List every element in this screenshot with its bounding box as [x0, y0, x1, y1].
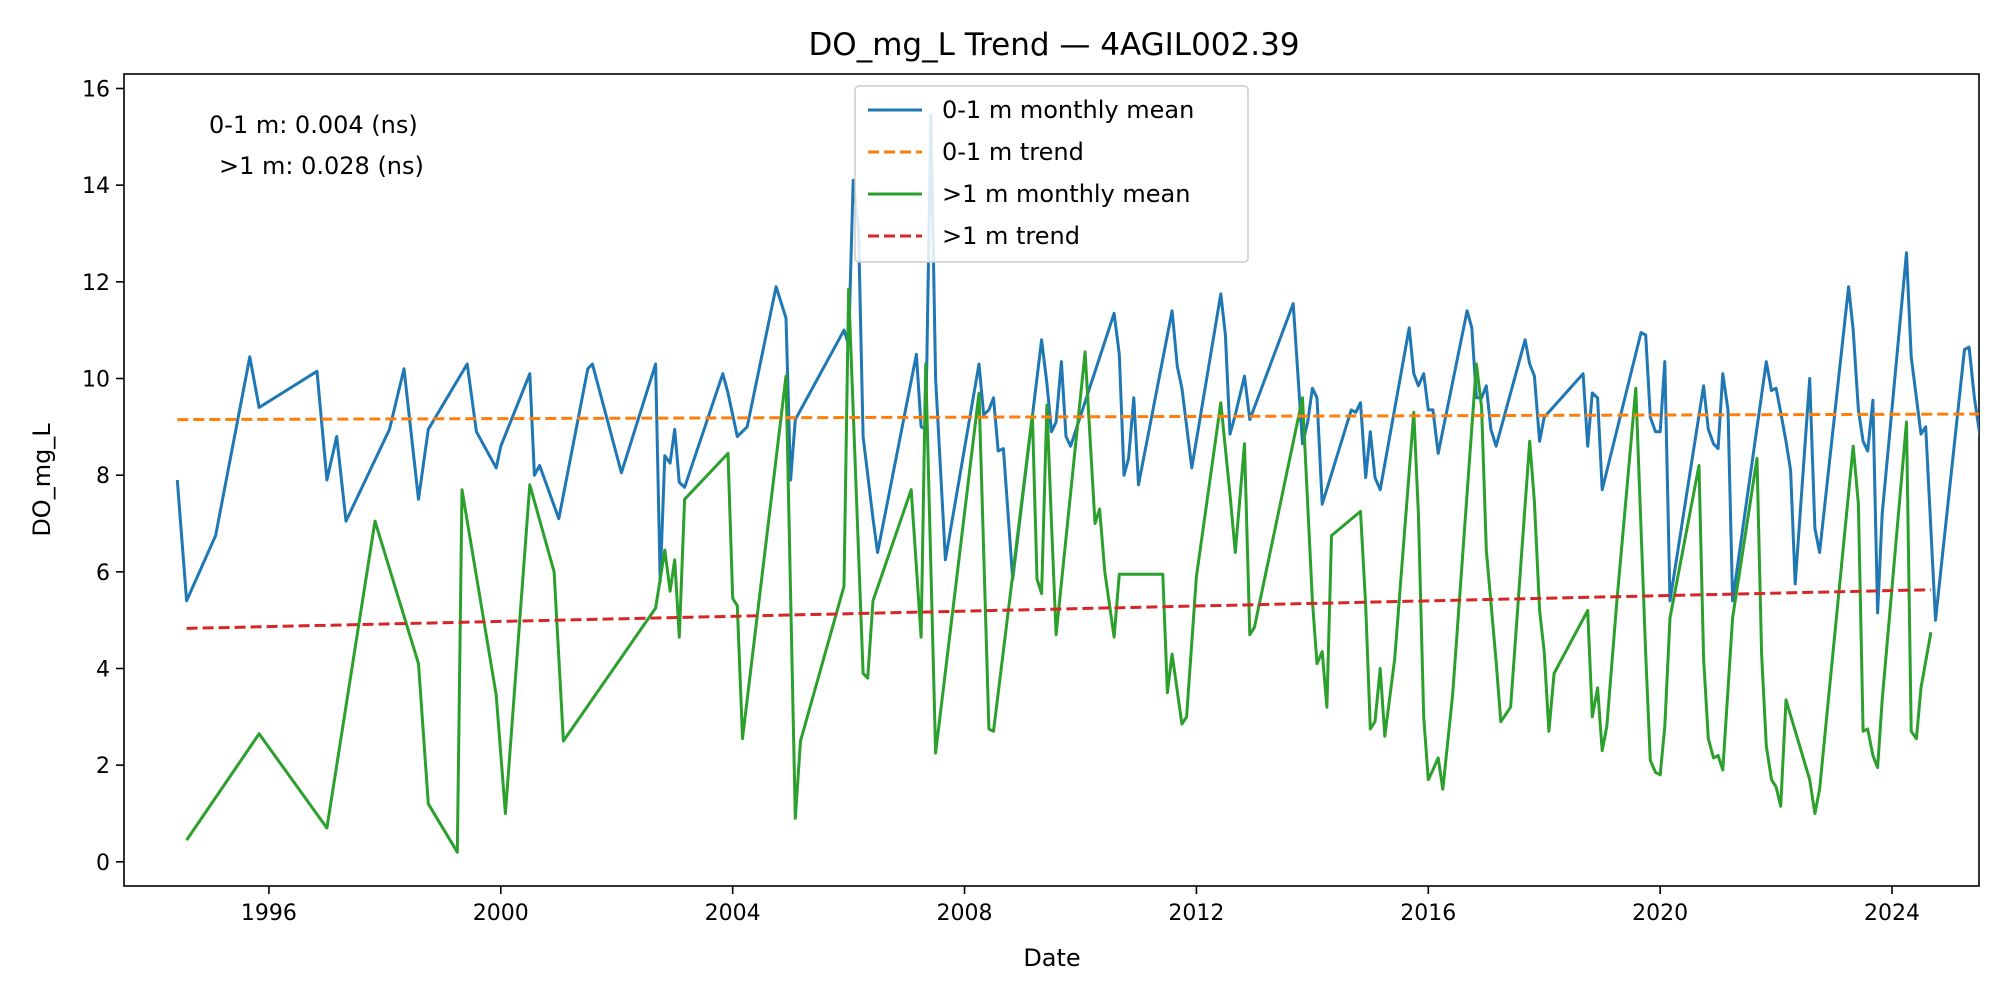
legend-label-1: 0-1 m trend: [942, 138, 1084, 166]
legend-label-2: >1 m monthly mean: [942, 180, 1190, 208]
legend-label-3: >1 m trend: [942, 222, 1080, 250]
y-tick-label: 12: [82, 271, 110, 296]
y-tick-label: 4: [96, 658, 110, 683]
y-tick-label: 14: [82, 174, 110, 199]
legend-box: [854, 85, 1249, 263]
chart-title: DO_mg_L Trend — 4AGIL002.39: [808, 27, 1299, 63]
x-tick-label: 2004: [705, 901, 761, 926]
y-tick-label: 0: [96, 851, 110, 876]
series-line-0: [175, 113, 1979, 622]
x-tick-label: 1996: [241, 901, 297, 926]
legend: 0-1 m monthly mean 0-1 m trend >1 m monthl…: [854, 85, 1249, 263]
x-tick-label: 2024: [1864, 901, 1920, 926]
x-tick-label: 2012: [1168, 901, 1224, 926]
legend-label-0: 0-1 m monthly mean: [942, 96, 1194, 124]
x-tick-label: 2020: [1632, 901, 1688, 926]
x-axis-label: Date: [1023, 944, 1080, 972]
series-layer: [175, 113, 1979, 854]
y-tick-label: 10: [82, 368, 110, 393]
y-axis: 0 2 4 6 8 10 12 14 16: [82, 78, 124, 876]
x-tick-label: 2008: [937, 901, 993, 926]
x-tick-label: 2016: [1400, 901, 1456, 926]
y-tick-label: 16: [82, 78, 110, 103]
x-tick-label: 2000: [473, 901, 529, 926]
y-axis-label: DO_mg_L: [28, 423, 56, 537]
series-line-3: [186, 588, 1931, 630]
y-tick-label: 8: [96, 464, 110, 489]
annotation-deep-trend: >1 m: 0.028 (ns): [219, 152, 424, 180]
y-tick-label: 2: [96, 754, 110, 779]
series-line-1: [177, 412, 1979, 422]
x-axis: 1996 2000 2004 2008 2012 2016 2020 2024: [241, 886, 1920, 926]
annotation-surface-trend: 0-1 m: 0.004 (ns): [209, 111, 418, 139]
series-line-2: [185, 287, 1933, 854]
y-tick-label: 6: [96, 561, 110, 586]
